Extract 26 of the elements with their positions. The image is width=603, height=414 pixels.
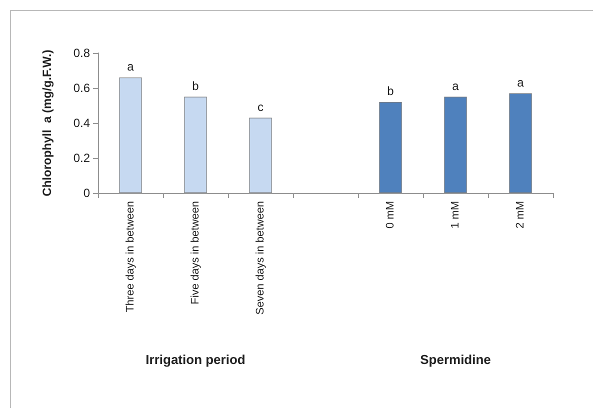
y-tick-label: 0.4: [73, 116, 90, 130]
data-label: b: [192, 78, 200, 93]
data-label: b: [387, 84, 394, 98]
x-tick-label: 2 mM: [514, 201, 526, 228]
bar: [379, 102, 402, 193]
y-axis-title: Chlorophyll a (mg/g.F.W.): [40, 50, 54, 196]
x-tick-label: Three days in between: [124, 201, 136, 312]
bar: [184, 96, 207, 193]
text: Spermidine: [420, 352, 491, 367]
y-tick-label: 0: [83, 186, 90, 200]
x-tick-label: Five days in between: [190, 201, 202, 304]
data-label: a: [517, 75, 524, 90]
bar: [249, 118, 272, 193]
bar: [509, 93, 532, 193]
x-tick-label: Seven days in between: [254, 201, 266, 315]
x-tick-label: 0 mM: [384, 201, 396, 228]
data-label: c: [258, 100, 264, 114]
data-label: a: [127, 60, 134, 74]
y-tick-label: 0.8: [73, 46, 90, 60]
y-tick-label: 0.6: [73, 81, 90, 95]
text: Irrigation period: [146, 352, 246, 367]
x-tick-label: 1 mM: [450, 201, 462, 228]
bar: [444, 96, 467, 193]
y-tick-label: 0.2: [73, 151, 90, 165]
data-label: a: [452, 78, 460, 93]
bar: [119, 78, 142, 193]
